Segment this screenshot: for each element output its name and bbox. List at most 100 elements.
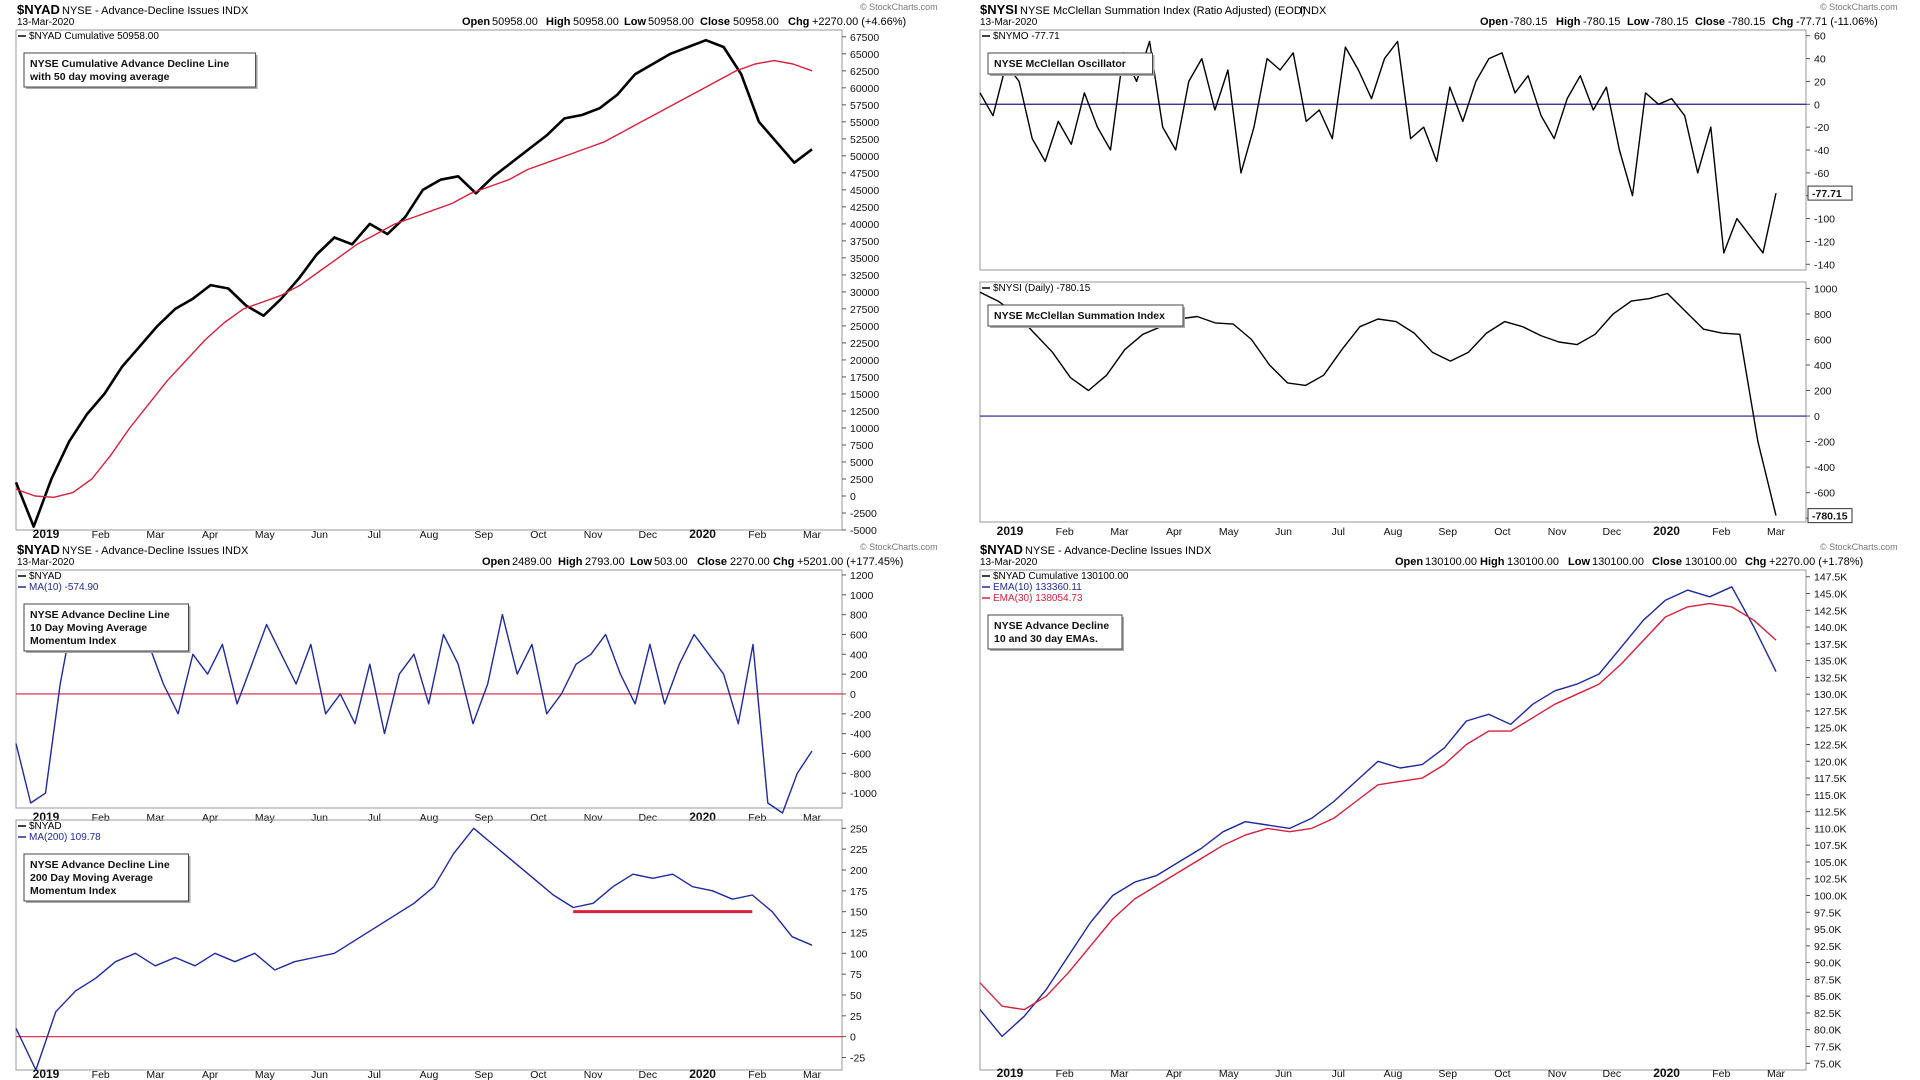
- open-label: Open: [1395, 556, 1423, 568]
- high-value: 50958.00: [573, 16, 619, 28]
- y-tick-label: 30000: [850, 287, 879, 299]
- x-tick-label: Aug: [1384, 1068, 1403, 1080]
- legend-label: $NYAD: [29, 571, 62, 582]
- x-tick-label: Feb: [1056, 526, 1074, 538]
- y-tick-label: 127.5K: [1814, 706, 1847, 718]
- y-tick-label: 15000: [850, 389, 879, 401]
- x-tick-label: Mar: [803, 812, 822, 824]
- series-line: [14, 38, 813, 528]
- low-value: 503.00: [654, 556, 688, 568]
- y-tick-label: 95.0K: [1814, 924, 1841, 936]
- x-tick-label: Oct: [530, 812, 546, 824]
- y-tick-label: 75.0K: [1814, 1058, 1841, 1070]
- x-tick-label: Feb: [1712, 526, 1730, 538]
- plot-frame: [15, 819, 843, 1071]
- annotation-text: 10 Day Moving Average: [30, 622, 147, 634]
- x-tick-label: Apr: [202, 1069, 219, 1080]
- y-tick-label: 52500: [850, 134, 879, 146]
- y-tick-label: 600: [1814, 334, 1832, 346]
- x-tick-label: Apr: [1166, 526, 1183, 538]
- close-label: Close: [1652, 556, 1682, 568]
- y-tick-label: 17500: [850, 372, 879, 384]
- x-tick-label: Jun: [311, 812, 328, 824]
- y-tick-label: 140.0K: [1814, 622, 1847, 634]
- exchange-label: INDX: [1185, 545, 1212, 557]
- x-tick-label: Dec: [639, 1069, 658, 1080]
- y-tick-label: 600: [850, 629, 868, 641]
- y-tick-label: 5000: [850, 457, 874, 469]
- symbol-label: $NYSI: [980, 2, 1018, 17]
- high-label: High: [558, 556, 583, 568]
- y-tick-label: 150: [850, 907, 868, 919]
- last-value-box: [1807, 508, 1853, 524]
- y-tick-label: -2500: [850, 508, 877, 520]
- panel-header-nysi: $NYSI NYSE McClellan Summation Index (Ra…: [980, 2, 1898, 28]
- y-tick-label: -400: [1814, 462, 1835, 474]
- x-tick-label: Feb: [748, 529, 766, 541]
- y-tick-label: 102.5K: [1814, 874, 1847, 886]
- y-tick-label: 67500: [850, 32, 879, 44]
- x-tick-label: Dec: [639, 812, 658, 824]
- chg-label: Chg: [1772, 16, 1793, 28]
- y-tick-label: 137.5K: [1814, 639, 1847, 651]
- annotation-text: NYSE Advance Decline Line: [30, 609, 170, 621]
- x-tick-label: Oct: [1494, 1068, 1510, 1080]
- y-tick-label: 50: [850, 990, 862, 1002]
- y-tick-label: -40: [1814, 145, 1829, 157]
- y-tick-label: 92.5K: [1814, 941, 1841, 953]
- y-tick-label: -200: [1814, 437, 1835, 449]
- y-tick-label: 60: [1814, 31, 1826, 43]
- x-tick-label: Mar: [146, 812, 165, 824]
- y-tick-label: 107.5K: [1814, 840, 1847, 852]
- y-tick-label: 47500: [850, 168, 879, 180]
- x-tick-label: May: [255, 1069, 276, 1080]
- y-tick-label: 120.0K: [1814, 756, 1847, 768]
- x-tick-label: May: [1219, 1068, 1240, 1080]
- y-tick-label: 2500: [850, 474, 874, 486]
- series-line: [15, 59, 813, 498]
- x-tick-label: Jul: [368, 1069, 381, 1080]
- y-tick-label: 87.5K: [1814, 974, 1841, 986]
- x-tick-label: Dec: [639, 529, 658, 541]
- legend-label: $NYAD Cumulative 130100.00: [993, 571, 1129, 582]
- panel-header-nyad-ema: $NYAD NYSE - Advance-Decline Issues INDX…: [980, 542, 1898, 568]
- x-tick-label: Feb: [1056, 1068, 1074, 1080]
- exchange-label: INDX: [1300, 5, 1327, 17]
- x-tick-label: 2020: [1653, 524, 1680, 538]
- chg-label: Chg: [788, 16, 809, 28]
- chg-value: +2270.00 (+4.66%): [812, 16, 906, 28]
- annotation-box: [987, 52, 1153, 75]
- chart-mcclellan-summation: 10008006004002000-200-400-600-800-780.15…: [979, 281, 1853, 538]
- chart-nyad-cumulative: 6750065000625006000057500550005250050000…: [14, 29, 879, 541]
- symbol-label: $NYAD: [17, 2, 60, 17]
- y-tick-label: 77.5K: [1814, 1042, 1841, 1054]
- watermark: © StockCharts.com: [1820, 542, 1898, 552]
- x-tick-label: 2020: [689, 1067, 716, 1080]
- x-tick-label: Dec: [1603, 1068, 1622, 1080]
- open-value: 50958.00: [492, 16, 538, 28]
- annotation-text: 10 and 30 day EMAs.: [994, 633, 1098, 645]
- y-tick-label: 250: [850, 823, 868, 835]
- y-tick-label: -5000: [850, 525, 877, 537]
- legend-label: $NYMO -77.71: [993, 31, 1060, 42]
- open-value: -780.15: [1510, 16, 1547, 28]
- y-tick-label: 32500: [850, 270, 879, 282]
- y-tick-label: 100.0K: [1814, 891, 1847, 903]
- y-tick-label: -600: [850, 748, 871, 760]
- panel-title: NYSE - Advance-Decline Issues: [1025, 545, 1183, 557]
- close-value: 2270.00: [730, 556, 770, 568]
- x-tick-label: Apr: [202, 529, 219, 541]
- y-tick-label: 50000: [850, 151, 879, 163]
- x-tick-label: Nov: [584, 529, 603, 541]
- annotation-text: NYSE Cumulative Advance Decline Line: [30, 58, 229, 70]
- y-tick-label: 57500: [850, 100, 879, 112]
- y-tick-label: 400: [850, 649, 868, 661]
- low-label: Low: [624, 16, 646, 28]
- legend-label: $NYAD: [29, 821, 62, 832]
- annotation-text: NYSE Advance Decline: [994, 620, 1109, 632]
- close-value: 130100.00: [1685, 556, 1737, 568]
- y-tick-label: 25: [850, 1011, 862, 1023]
- x-tick-label: Mar: [1110, 526, 1129, 538]
- y-tick-label: 82.5K: [1814, 1008, 1841, 1020]
- x-tick-label: May: [1219, 526, 1240, 538]
